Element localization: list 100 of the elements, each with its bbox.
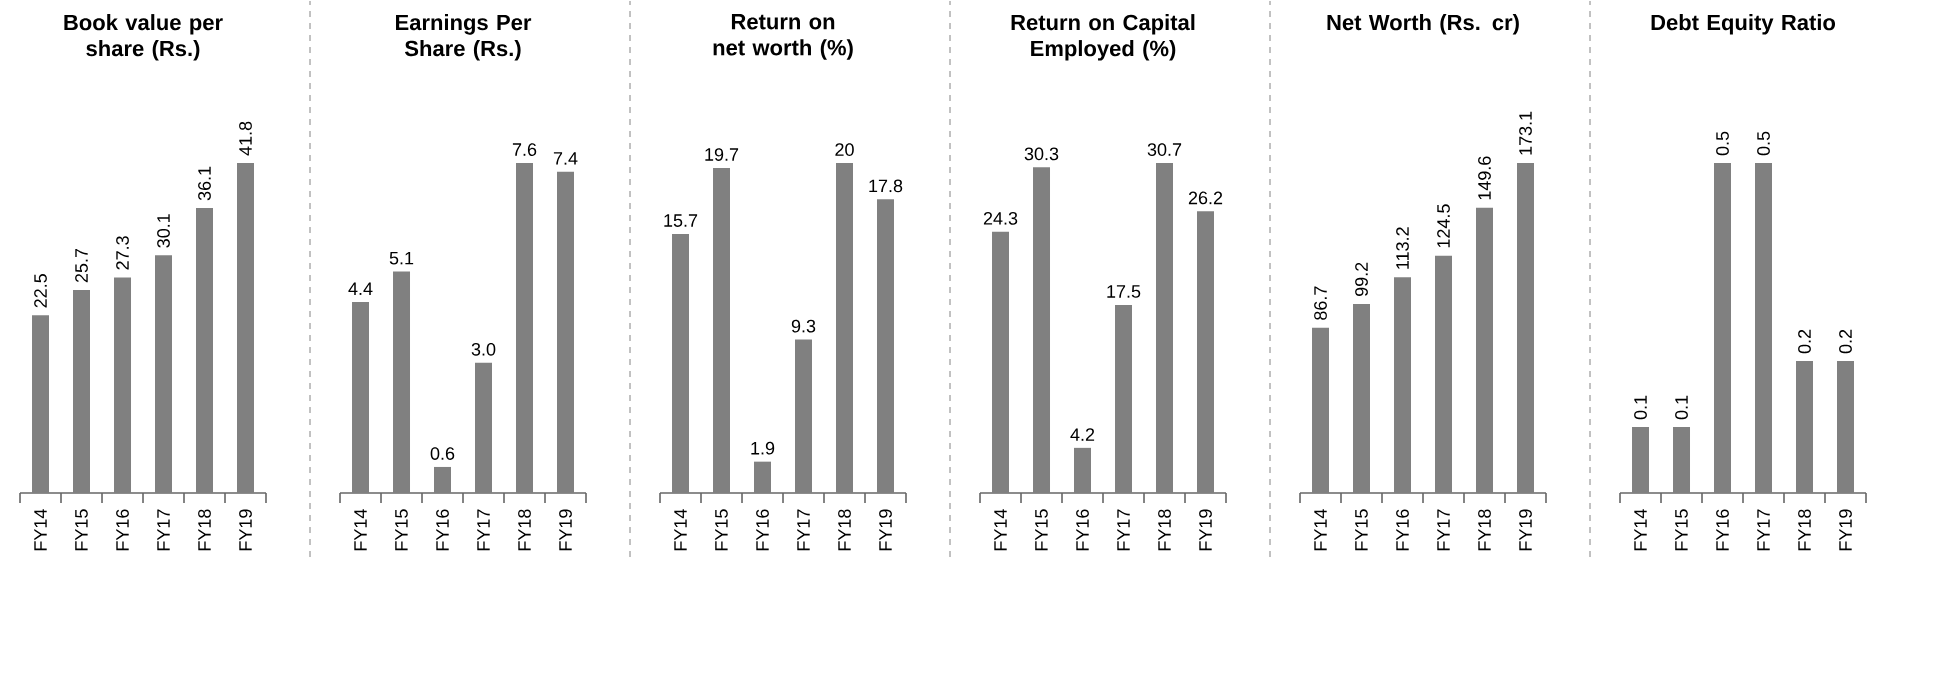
data-label: 9.3 (791, 319, 816, 333)
data-label: 30.1 (157, 214, 170, 248)
bar (237, 163, 254, 493)
data-label: 86.7 (1314, 286, 1327, 320)
bar (713, 167, 731, 493)
data-label: 1.9 (751, 441, 775, 455)
bar (1476, 207, 1493, 493)
data-label: 0.6 (430, 447, 455, 460)
chart-title: Debt Equity Ratio (1651, 14, 1836, 35)
x-tick-label: FY15 (1675, 509, 1688, 551)
bar (754, 461, 772, 493)
data-label: 113.2 (1396, 227, 1409, 269)
bar (73, 290, 91, 493)
x-tick-label: FY18 (1798, 509, 1811, 551)
bar (1156, 163, 1174, 493)
x-tick-label: FY15 (75, 509, 88, 551)
x-tick-label: FY17 (1437, 509, 1450, 551)
chart-title: Net Worth (Rs. cr) (1327, 14, 1519, 35)
bar (877, 199, 894, 493)
x-tick-label: FY19 (1519, 509, 1532, 551)
bar (475, 362, 492, 493)
bar (672, 233, 690, 493)
data-label: 0.5 (1757, 131, 1770, 156)
data-label: 124.5 (1437, 204, 1450, 248)
bar (434, 466, 452, 493)
data-label: 7.6 (512, 143, 537, 156)
x-tick-label: FY16 (116, 509, 129, 551)
x-tick-label: FY14 (34, 509, 47, 551)
chart-title: Earnings Per Share (Rs.) (396, 14, 532, 61)
data-label: 4.4 (348, 282, 373, 295)
bar (1353, 303, 1370, 493)
bar (1517, 163, 1534, 493)
data-label: 0.2 (1798, 329, 1811, 354)
data-label: 15.7 (664, 214, 698, 227)
chart-title: Book value per share (Rs.) (64, 14, 223, 61)
data-label: 24.3 (983, 211, 1018, 225)
bar (352, 301, 370, 493)
bar (836, 163, 853, 493)
x-tick-label: FY16 (436, 509, 449, 551)
data-label: 0.1 (1634, 395, 1647, 420)
x-tick-label: FY19 (1839, 509, 1852, 551)
data-label: 27.3 (116, 236, 129, 270)
x-tick-label: FY17 (1117, 509, 1130, 551)
x-tick-label: FY14 (674, 509, 687, 551)
data-label: 173.1 (1519, 111, 1532, 155)
data-label: 149.6 (1478, 156, 1491, 200)
x-tick-label: FY19 (559, 509, 572, 551)
data-label: 22.5 (34, 274, 47, 308)
bar (1115, 304, 1132, 493)
bar (1394, 277, 1411, 493)
x-tick-label: FY14 (1314, 509, 1327, 551)
x-tick-label: FY17 (477, 509, 490, 551)
bar (992, 231, 1010, 493)
x-tick-label: FY14 (994, 509, 1007, 551)
chart-title: Return on net worth (%) (713, 14, 853, 60)
x-tick-label: FY15 (395, 509, 408, 551)
data-label: 30.7 (1147, 143, 1182, 156)
data-label: 0.5 (1716, 131, 1729, 156)
x-tick-label: FY17 (157, 509, 170, 551)
bar (114, 277, 132, 493)
bar (1197, 211, 1214, 493)
data-label: 3.0 (471, 342, 496, 356)
x-tick-label: FY18 (1158, 509, 1171, 551)
x-tick-label: FY15 (1035, 509, 1048, 551)
data-label: 30.3 (1024, 147, 1059, 161)
x-tick-label: FY16 (1076, 509, 1089, 551)
x-tick-label: FY18 (518, 509, 531, 551)
x-tick-label: FY16 (1716, 509, 1729, 551)
bar (32, 315, 50, 493)
x-tick-label: FY18 (1478, 509, 1491, 551)
bar (1074, 447, 1092, 493)
data-label: 25.7 (75, 248, 88, 283)
x-tick-label: FY17 (797, 509, 810, 551)
x-tick-label: FY17 (1757, 509, 1770, 551)
data-label: 17.8 (869, 179, 903, 193)
bar (1312, 327, 1330, 493)
data-label: 99.2 (1355, 262, 1368, 296)
x-tick-label: FY18 (198, 509, 211, 551)
chart-title: Return on Capital Employed (%) (1011, 14, 1195, 61)
data-label: 0.1 (1675, 395, 1688, 420)
x-tick-label: FY15 (1355, 509, 1368, 551)
x-tick-label: FY14 (354, 509, 367, 551)
bar (557, 171, 574, 493)
data-label: 0.2 (1839, 329, 1852, 354)
data-label: 19.7 (705, 148, 739, 161)
bar (1435, 255, 1453, 493)
x-tick-label: FY19 (1199, 509, 1212, 551)
bar (155, 255, 173, 493)
bar (516, 163, 533, 493)
x-tick-label: FY19 (239, 509, 252, 551)
data-label: 26.2 (1188, 191, 1223, 205)
x-tick-label: FY15 (715, 509, 728, 551)
x-tick-label: FY18 (838, 509, 851, 551)
data-label: 41.8 (239, 121, 252, 156)
x-tick-label: FY16 (756, 509, 769, 551)
bar (1033, 167, 1051, 493)
data-label: 7.4 (553, 152, 578, 165)
data-label: 20 (835, 143, 854, 156)
data-label: 17.5 (1107, 285, 1141, 298)
bar (393, 271, 411, 493)
